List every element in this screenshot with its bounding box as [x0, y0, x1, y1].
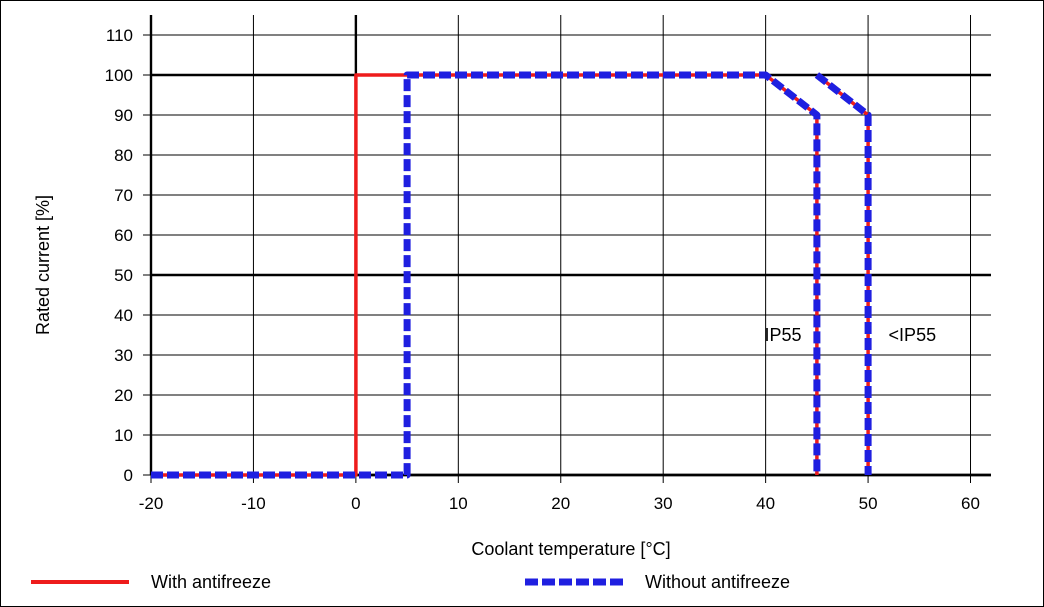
grid: [149, 15, 991, 477]
y-tick-label: 30: [114, 346, 133, 365]
y-tick-label: 40: [114, 306, 133, 325]
x-tick-label: 20: [551, 494, 570, 513]
annotation-label: IP55: [764, 325, 801, 345]
tick-labels: 0 10 20 30 40 50 60 70 80 90 100 110 -20 -10 0 10 20 30 40…: [105, 26, 980, 513]
y-tick-label: 70: [114, 186, 133, 205]
y-tick-label: 90: [114, 106, 133, 125]
y-tick-label: 20: [114, 386, 133, 405]
legend-label: With antifreeze: [151, 571, 272, 592]
axes: [143, 34, 991, 483]
y-tick-label: 50: [114, 266, 133, 285]
chart: 0 10 20 30 40 50 60 70 80 90 100 110 -20 -10 0 10 20 30 40…: [33, 15, 991, 559]
x-tick-label: 50: [859, 494, 878, 513]
y-tick-label: 10: [114, 426, 133, 445]
legend-item-with-antifreeze: With antifreeze: [31, 567, 271, 597]
x-tick-label: 60: [961, 494, 980, 513]
legend-swatch-dashed: [525, 578, 623, 586]
x-tick-label: 40: [756, 494, 775, 513]
x-tick-label: 0: [351, 494, 360, 513]
x-tick-label: -20: [139, 494, 164, 513]
legend-item-without-antifreeze: Without antifreeze: [525, 567, 790, 597]
legend-label: Without antifreeze: [645, 571, 791, 592]
y-tick-label: 60: [114, 226, 133, 245]
legend-swatch-solid: [31, 580, 129, 584]
x-tick-label: 10: [449, 494, 468, 513]
y-tick-label: 0: [124, 466, 133, 485]
x-tick-label: -10: [241, 494, 266, 513]
y-tick-label: 110: [106, 26, 133, 45]
legend: With antifreeze Without antifreeze: [1, 567, 1043, 597]
x-tick-label: 30: [654, 494, 673, 513]
series-layer: [150, 71, 872, 479]
y-axis-title: Rated current [%]: [33, 195, 53, 335]
y-tick-label: 80: [114, 146, 133, 165]
annotations: IP55 <IP55: [764, 325, 936, 345]
y-tick-label: 100: [105, 66, 133, 85]
series-line-without-antifreeze: [151, 71, 821, 479]
annotation-label: <IP55: [889, 325, 937, 345]
x-axis-title: Coolant temperature [°C]: [471, 539, 670, 559]
